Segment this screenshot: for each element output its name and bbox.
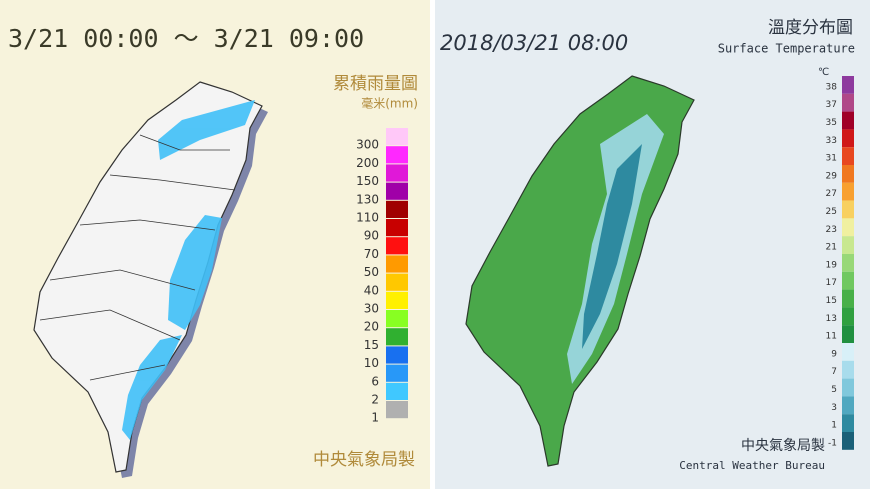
legend-swatch (386, 346, 408, 364)
legend-swatch (842, 360, 854, 379)
legend-label: 35 (826, 118, 837, 128)
legend-swatch (842, 93, 854, 112)
legend-swatch (386, 164, 408, 182)
rain-areas (122, 100, 255, 440)
legend-swatch (842, 271, 854, 290)
legend-label: 37 (826, 100, 837, 110)
legend-label: 17 (826, 278, 837, 288)
legend-swatch (842, 289, 854, 308)
footer-english: Central Weather Bureau (679, 459, 825, 472)
legend-swatch (386, 200, 408, 218)
footer: 中央氣象局製 (741, 438, 825, 454)
legend-swatch (842, 111, 854, 130)
legend-swatch (842, 76, 854, 94)
legend-swatch (386, 255, 408, 273)
legend-label: 38 (826, 82, 838, 92)
legend-label: 20 (364, 320, 379, 334)
time-range: 3/21 00:00 ～ 3/21 09:00 (8, 24, 364, 53)
legend-label: 15 (826, 296, 837, 306)
legend-label: 70 (364, 247, 379, 261)
legend-label: 10 (364, 356, 379, 370)
legend-swatch (842, 218, 854, 237)
legend-label: 130 (356, 192, 379, 206)
legend-label: 33 (826, 136, 837, 146)
rain-legend: 300 200 150 130 110 90 70 50 40 30 20 15 10 6 2 1 (356, 128, 408, 425)
legend-swatch (842, 396, 854, 415)
legend-label: 30 (364, 302, 379, 316)
legend-label: -1 (828, 438, 837, 448)
legend-label: 40 (364, 283, 379, 297)
legend-label: 1 (371, 411, 379, 425)
map-title: 溫度分布圖 (768, 18, 853, 38)
legend-swatch (842, 165, 854, 183)
legend-swatch (842, 343, 854, 361)
legend-swatch (842, 200, 854, 219)
legend-swatch (842, 432, 854, 450)
legend-label: 7 (831, 367, 837, 377)
legend-label: 11 (826, 332, 837, 342)
legend-swatch (842, 182, 854, 201)
legend-swatch (386, 237, 408, 255)
legend-swatch (386, 382, 408, 400)
legend-swatch (842, 254, 854, 272)
legend-swatch (386, 219, 408, 237)
legend-swatch (842, 414, 854, 432)
county-borders (39, 134, 236, 381)
legend-label: 31 (826, 154, 837, 164)
legend-swatch (842, 147, 854, 165)
legend-label: 1 (831, 421, 837, 431)
legend-label: 6 (371, 374, 379, 388)
legend-label: 5 (831, 385, 837, 395)
legend-swatch (386, 328, 408, 346)
legend-swatch (386, 273, 408, 291)
map-subtitle: Surface Temperature (718, 42, 855, 56)
legend-label: 200 (356, 156, 379, 170)
legend-label: 25 (826, 207, 837, 217)
legend-label: 3 (831, 403, 837, 413)
legend-swatch (386, 401, 408, 419)
legend-label: 50 (364, 265, 379, 279)
legend-swatch (842, 325, 854, 343)
legend-label: 13 (826, 314, 837, 324)
legend-swatch (386, 146, 408, 164)
legend-swatch (842, 129, 854, 148)
legend-label: 300 (356, 138, 379, 152)
mountain-temperatures (567, 114, 664, 384)
timestamp: 2018/03/21 08:00 (440, 31, 628, 55)
legend-label: 27 (826, 189, 837, 199)
legend-swatch (386, 182, 408, 200)
legend-label: 150 (356, 174, 379, 188)
legend-swatch (386, 128, 408, 146)
legend-swatch (386, 310, 408, 328)
legend-label: 15 (364, 338, 379, 352)
legend-swatch (842, 307, 854, 326)
legend-label: 110 (356, 211, 379, 225)
unit-label: ℃ (818, 67, 829, 78)
legend-swatch (386, 364, 408, 382)
legend-label: 9 (831, 349, 837, 359)
legend-label: 21 (826, 243, 837, 253)
unit-label: 毫米(mm) (361, 96, 418, 111)
legend-swatch (842, 378, 854, 397)
legend-label: 90 (364, 229, 379, 243)
legend-label: 29 (826, 171, 838, 181)
map-title: 累積雨量圖 (333, 74, 418, 94)
footer: 中央氣象局製 (313, 450, 415, 470)
legend-swatch (386, 291, 408, 309)
legend-label: 2 (371, 393, 379, 407)
legend-swatch (842, 236, 854, 254)
legend-label: 19 (826, 260, 838, 270)
legend-label: 23 (826, 225, 837, 235)
